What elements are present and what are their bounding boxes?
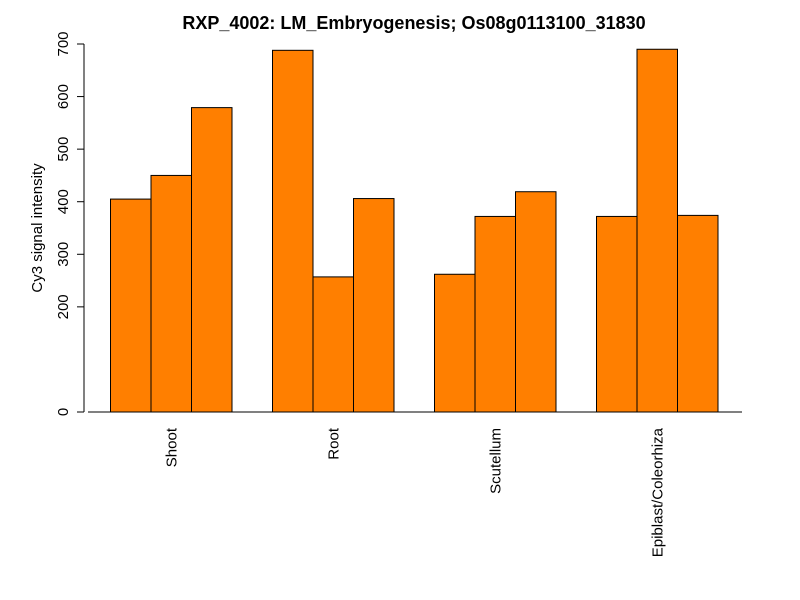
bar-root-2 [312,276,354,413]
bar-scutellum-1 [434,273,476,413]
y-tick-label-300: 300 [55,242,72,267]
bar-scutellum-2 [474,215,516,413]
bars-group [110,48,719,413]
bar-root-3 [353,198,395,413]
bar-epiblast-coleorhiza-3 [677,214,719,413]
category-label-shoot: Shoot [163,427,180,467]
y-axis-label: Cy3 signal intensity [29,163,46,293]
bar-shoot-1 [110,198,152,413]
category-label-root: Root [325,427,342,460]
bar-shoot-2 [150,174,192,413]
bar-epiblast-coleorhiza-2 [636,48,678,413]
bar-epiblast-coleorhiza-1 [596,215,638,413]
y-tick-label-500: 500 [55,137,72,162]
y-tick-label-200: 200 [55,294,72,319]
bar-scutellum-3 [515,191,557,413]
y-tick-label-0: 0 [55,408,72,416]
y-tick-label-700: 700 [55,31,72,56]
category-label-epiblast-coleorhiza: Epiblast/Coleorhiza [649,427,666,557]
y-tick-label-400: 400 [55,189,72,214]
bar-root-1 [272,49,314,413]
category-label-scutellum: Scutellum [487,428,504,494]
bar-shoot-3 [191,107,233,413]
y-tick-label-600: 600 [55,84,72,109]
category-labels: Shoot Root Scutellum Epiblast/Coleorhiza [163,427,666,557]
y-axis: 0 200 300 400 500 600 700 [55,31,85,416]
chart-title: RXP_4002: LM_Embryogenesis; Os08g0113100… [182,13,645,33]
